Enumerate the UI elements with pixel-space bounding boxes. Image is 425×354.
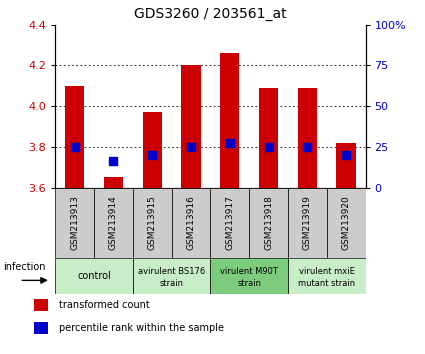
Bar bbox=[181, 65, 201, 188]
FancyBboxPatch shape bbox=[94, 188, 133, 258]
Bar bbox=[298, 88, 317, 188]
Text: avirulent BS176: avirulent BS176 bbox=[138, 267, 205, 276]
Text: GSM213920: GSM213920 bbox=[342, 196, 351, 250]
FancyBboxPatch shape bbox=[210, 188, 249, 258]
FancyBboxPatch shape bbox=[34, 322, 48, 334]
Text: infection: infection bbox=[3, 262, 45, 272]
Bar bbox=[65, 86, 84, 188]
FancyBboxPatch shape bbox=[172, 188, 210, 258]
Text: virulent mxiE: virulent mxiE bbox=[299, 267, 354, 276]
Text: GSM213913: GSM213913 bbox=[70, 195, 79, 251]
Point bbox=[265, 144, 272, 150]
FancyBboxPatch shape bbox=[55, 258, 133, 294]
Point bbox=[227, 140, 233, 146]
Bar bbox=[337, 143, 356, 188]
Text: strain: strain bbox=[160, 279, 184, 289]
Text: GSM213918: GSM213918 bbox=[264, 195, 273, 251]
Point bbox=[149, 152, 156, 158]
Text: strain: strain bbox=[237, 279, 261, 289]
Bar bbox=[259, 88, 278, 188]
Point bbox=[110, 158, 117, 164]
Text: GSM213915: GSM213915 bbox=[148, 195, 157, 251]
Text: GSM213914: GSM213914 bbox=[109, 196, 118, 250]
Text: GSM213917: GSM213917 bbox=[225, 195, 234, 251]
Point bbox=[343, 152, 349, 158]
FancyBboxPatch shape bbox=[288, 188, 327, 258]
Point bbox=[187, 144, 194, 150]
FancyBboxPatch shape bbox=[55, 188, 94, 258]
Text: control: control bbox=[77, 271, 111, 281]
FancyBboxPatch shape bbox=[133, 188, 172, 258]
Title: GDS3260 / 203561_at: GDS3260 / 203561_at bbox=[134, 7, 287, 21]
FancyBboxPatch shape bbox=[210, 258, 288, 294]
Text: mutant strain: mutant strain bbox=[298, 279, 355, 289]
FancyBboxPatch shape bbox=[327, 188, 366, 258]
Text: transformed count: transformed count bbox=[59, 300, 150, 310]
FancyBboxPatch shape bbox=[34, 299, 48, 311]
Text: percentile rank within the sample: percentile rank within the sample bbox=[59, 323, 224, 333]
FancyBboxPatch shape bbox=[249, 188, 288, 258]
Text: GSM213919: GSM213919 bbox=[303, 195, 312, 251]
Point bbox=[304, 144, 311, 150]
Point bbox=[71, 144, 78, 150]
Text: virulent M90T: virulent M90T bbox=[220, 267, 278, 276]
Bar bbox=[104, 177, 123, 188]
FancyBboxPatch shape bbox=[288, 258, 366, 294]
Text: GSM213916: GSM213916 bbox=[187, 195, 196, 251]
Bar bbox=[220, 53, 239, 188]
Bar bbox=[142, 112, 162, 188]
FancyBboxPatch shape bbox=[133, 258, 210, 294]
